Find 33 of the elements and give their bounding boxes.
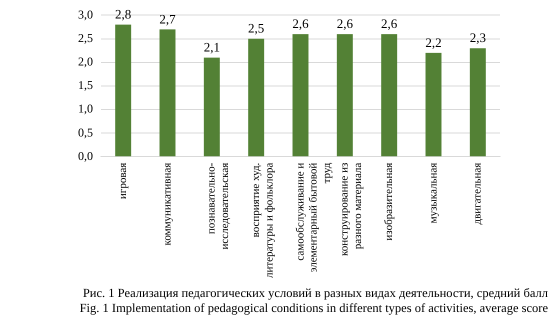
bar xyxy=(248,38,264,156)
bar xyxy=(204,58,220,156)
y-tick-label: 3,0 xyxy=(78,7,93,22)
data-label: 2,6 xyxy=(292,16,310,31)
y-tick-label: 1,0 xyxy=(78,102,93,116)
bar xyxy=(160,29,176,156)
x-tick-label: двигательная xyxy=(472,162,484,225)
y-tick-label: 0,0 xyxy=(78,148,93,163)
y-tick-label: 2,5 xyxy=(78,30,93,45)
x-tick-label: самообслуживание и элементарный бытовой труд xyxy=(294,162,333,272)
bar xyxy=(426,52,442,156)
x-tick-label: игровая xyxy=(117,162,130,200)
x-tick-label: коммуникативная xyxy=(161,162,174,246)
y-tick-label: 2,0 xyxy=(78,54,93,69)
x-tick-label: изобразительная xyxy=(383,162,396,241)
bar xyxy=(115,24,132,156)
data-label: 2,6 xyxy=(381,16,398,31)
data-label: 2,6 xyxy=(336,16,354,31)
data-label: 2,5 xyxy=(248,20,264,36)
data-label: 2,1 xyxy=(204,40,220,55)
bar xyxy=(336,34,353,156)
bar xyxy=(381,34,398,156)
text: Рис. 1 Реализация педагогических условий в разных видах деятельности, средний балл xyxy=(82,286,548,301)
data-label: 2,8 xyxy=(115,6,132,22)
caption: Fig. 1 Implementation of pedagogical conditions in different types of activities, average score xyxy=(78,301,548,316)
data-label: 2,2 xyxy=(425,34,442,50)
y-tick-label: 0,5 xyxy=(78,125,93,140)
data-label: 2,7 xyxy=(159,11,176,26)
data-label: 2,3 xyxy=(470,30,486,46)
y-tick-label: 1,5 xyxy=(78,78,93,92)
x-tick-label: музыкальная xyxy=(427,162,440,224)
bar xyxy=(470,48,486,156)
bar xyxy=(292,34,308,156)
